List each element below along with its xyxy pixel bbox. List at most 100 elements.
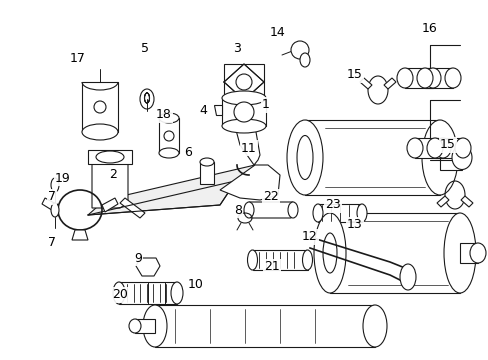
- Ellipse shape: [113, 282, 125, 304]
- Ellipse shape: [163, 131, 174, 141]
- Ellipse shape: [290, 41, 308, 59]
- Bar: [317, 204, 361, 222]
- Text: 7: 7: [48, 190, 56, 203]
- Text: 13: 13: [346, 219, 362, 231]
- Ellipse shape: [426, 138, 442, 158]
- Text: 15: 15: [346, 68, 362, 81]
- Ellipse shape: [247, 250, 257, 270]
- Polygon shape: [92, 158, 128, 208]
- Polygon shape: [236, 126, 260, 165]
- Polygon shape: [224, 64, 264, 100]
- Ellipse shape: [443, 213, 475, 293]
- Text: 5: 5: [141, 41, 149, 54]
- Text: 2: 2: [109, 168, 117, 181]
- Text: 19: 19: [55, 171, 71, 184]
- Ellipse shape: [140, 89, 154, 109]
- Text: 15: 15: [439, 139, 455, 152]
- Bar: [305, 120, 439, 195]
- Bar: [414, 138, 442, 158]
- Ellipse shape: [51, 203, 59, 217]
- Bar: [329, 213, 459, 293]
- Ellipse shape: [94, 101, 106, 113]
- Polygon shape: [42, 198, 58, 212]
- Polygon shape: [359, 78, 371, 89]
- Text: 9: 9: [134, 252, 142, 265]
- Ellipse shape: [159, 148, 179, 158]
- Ellipse shape: [416, 68, 432, 88]
- Ellipse shape: [51, 178, 59, 192]
- Ellipse shape: [287, 202, 297, 218]
- Ellipse shape: [159, 113, 179, 123]
- Polygon shape: [460, 196, 472, 207]
- Ellipse shape: [286, 120, 323, 195]
- Ellipse shape: [302, 250, 312, 270]
- Text: 12: 12: [302, 230, 317, 243]
- Ellipse shape: [299, 53, 309, 67]
- Ellipse shape: [236, 74, 251, 90]
- Text: 22: 22: [263, 190, 278, 203]
- Text: 6: 6: [183, 147, 192, 159]
- Text: 8: 8: [234, 203, 242, 216]
- Polygon shape: [102, 198, 118, 212]
- Polygon shape: [88, 165, 254, 215]
- Text: 7: 7: [48, 235, 56, 248]
- Bar: [404, 68, 432, 88]
- Ellipse shape: [406, 138, 422, 158]
- Ellipse shape: [200, 158, 214, 166]
- Ellipse shape: [424, 68, 440, 88]
- Bar: [155, 305, 374, 347]
- Ellipse shape: [171, 282, 183, 304]
- Polygon shape: [436, 196, 448, 207]
- Text: 23: 23: [325, 198, 340, 211]
- Bar: [459, 243, 477, 263]
- Ellipse shape: [234, 102, 253, 122]
- Ellipse shape: [142, 305, 167, 347]
- Ellipse shape: [469, 243, 485, 263]
- Bar: [200, 162, 214, 184]
- Bar: [159, 118, 179, 153]
- Ellipse shape: [396, 68, 412, 88]
- Text: 20: 20: [112, 288, 128, 302]
- Ellipse shape: [362, 305, 386, 347]
- Text: 14: 14: [269, 26, 285, 39]
- Text: 16: 16: [421, 22, 437, 35]
- Ellipse shape: [313, 213, 346, 293]
- Bar: [252, 250, 307, 270]
- Bar: [424, 68, 452, 88]
- Ellipse shape: [82, 124, 118, 140]
- Polygon shape: [120, 198, 145, 218]
- Bar: [222, 98, 265, 126]
- Ellipse shape: [454, 138, 470, 158]
- Bar: [88, 150, 132, 164]
- Ellipse shape: [356, 204, 366, 222]
- Bar: [439, 145, 461, 170]
- Text: 3: 3: [233, 41, 241, 54]
- Ellipse shape: [434, 138, 450, 158]
- Text: 4: 4: [199, 104, 206, 117]
- Ellipse shape: [451, 145, 471, 170]
- Text: 1: 1: [262, 99, 269, 112]
- Ellipse shape: [96, 151, 124, 163]
- Bar: [82, 82, 118, 132]
- Polygon shape: [220, 165, 280, 200]
- Polygon shape: [72, 230, 88, 240]
- Text: 17: 17: [70, 51, 86, 64]
- Bar: [434, 138, 462, 158]
- Polygon shape: [383, 78, 395, 89]
- Ellipse shape: [444, 68, 460, 88]
- Text: 11: 11: [241, 141, 256, 154]
- Ellipse shape: [244, 202, 253, 218]
- Text: 21: 21: [264, 261, 279, 274]
- Ellipse shape: [312, 204, 323, 222]
- Ellipse shape: [222, 91, 265, 105]
- Ellipse shape: [421, 120, 457, 195]
- Ellipse shape: [222, 119, 265, 133]
- Ellipse shape: [129, 319, 141, 333]
- Bar: [119, 282, 177, 304]
- Polygon shape: [136, 258, 160, 276]
- Text: 18: 18: [156, 108, 172, 122]
- Bar: [135, 319, 155, 333]
- Polygon shape: [214, 105, 222, 115]
- Bar: [224, 64, 264, 100]
- Polygon shape: [248, 202, 292, 218]
